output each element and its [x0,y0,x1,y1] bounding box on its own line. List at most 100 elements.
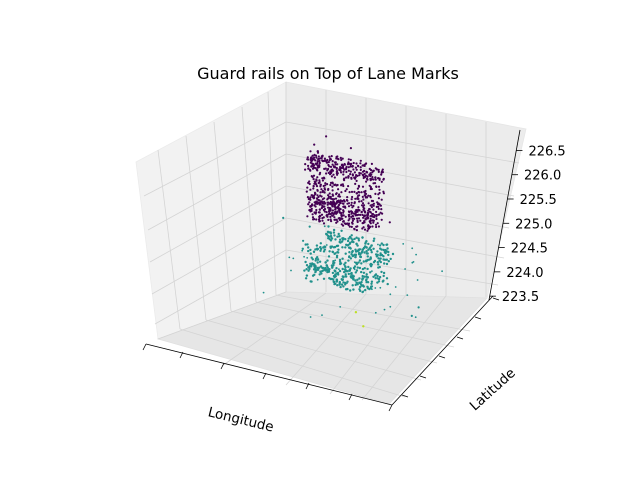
scatter-point [306,196,309,199]
scatter-point [346,222,349,225]
scatter-point [391,252,395,256]
scatter-point [329,165,333,168]
scatter-point [363,214,366,217]
grid-line [179,328,406,398]
scatter-point [349,272,353,275]
scatter-point [331,205,334,208]
scatter-point [338,268,340,271]
scatter-point [316,194,319,197]
z-tick-label: 226.5 [528,144,565,159]
scatter-point [347,202,351,205]
scatter-point [354,176,357,179]
scatter-point [329,215,332,218]
scatter-point [363,251,366,254]
scatter-point [325,161,328,164]
scatter-point [342,211,345,214]
x-axis-line [145,343,393,406]
scatter-point [326,203,329,206]
scatter-point [323,205,326,208]
z-tick-label: 224.0 [506,266,543,281]
scatter-point [323,197,326,200]
scatter-point [357,249,360,252]
scatter-point [338,218,341,221]
grid-line [230,310,438,364]
scatter-point [323,177,326,180]
scatter-point [354,311,358,314]
y-tick [419,375,427,379]
scatter-point [365,162,368,165]
scatter-point [338,258,342,262]
scatter-point [309,316,312,318]
scatter-point [342,170,345,173]
scatter-point [308,201,311,204]
scatter-point [366,276,369,279]
scatter-point [374,167,377,170]
scatter-point [330,237,334,240]
scatter-point [304,168,307,171]
scatter-point [361,202,365,205]
scatter-point [372,261,376,264]
x-tick [179,351,184,359]
grid-line [157,149,181,330]
scatter-point [360,200,363,203]
scatter-point [353,227,356,230]
scatter-point [380,218,383,221]
scatter-point [313,251,315,254]
scatter-point [332,173,335,176]
scatter-point [320,195,323,198]
scatter-point [376,274,379,278]
scatter-point [319,242,322,245]
scatter-point [370,199,373,202]
scatter-point [345,165,348,168]
y-tick [492,297,500,301]
scatter-point [350,234,353,237]
scatter-point [344,206,347,209]
scatter-point [379,252,382,255]
scatter-point [371,288,373,291]
scatter-point [382,258,385,261]
scatter-point [349,170,352,173]
scatter-point [339,199,342,202]
scatter-point [347,272,350,276]
grid-line [285,249,499,286]
scatter-point [309,248,312,252]
scatter-point [321,154,324,157]
scatter-point [365,171,369,174]
scatter-point [345,170,348,174]
scatter-point [312,174,316,177]
y-tick [401,394,409,398]
scatter-point [326,183,329,186]
scatter-point [371,213,375,216]
scatter-point [356,174,359,177]
scatter-point [366,258,369,262]
scatter-point [332,200,335,203]
scatter-point [354,211,358,214]
scatter-point [369,215,372,218]
scatter-point [379,204,382,207]
scatter-point [314,167,317,170]
scatter-point [369,257,372,260]
scatter-point [360,204,364,207]
scatter-point [410,314,413,317]
scatter-point [325,264,328,267]
z-tick-label: 224.5 [511,242,548,257]
scatter-point [345,243,348,246]
scatter-point [377,257,380,260]
scatter-point [350,225,353,228]
scatter-point [351,206,354,209]
scatter-point [375,215,378,218]
scatter-point [282,216,285,219]
scatter-point [310,175,313,178]
scatter-point [262,291,265,294]
scatter-point [377,266,380,269]
scatter-point [347,246,351,249]
scatter-point [357,206,360,209]
scatter-point [310,207,313,210]
scatter-point [323,207,327,211]
scatter-point [372,239,375,243]
scatter-point [351,195,354,199]
scatter-point [382,255,385,258]
scatter-point [343,222,346,225]
scatter-point [334,252,337,255]
scatter-point [375,185,378,188]
